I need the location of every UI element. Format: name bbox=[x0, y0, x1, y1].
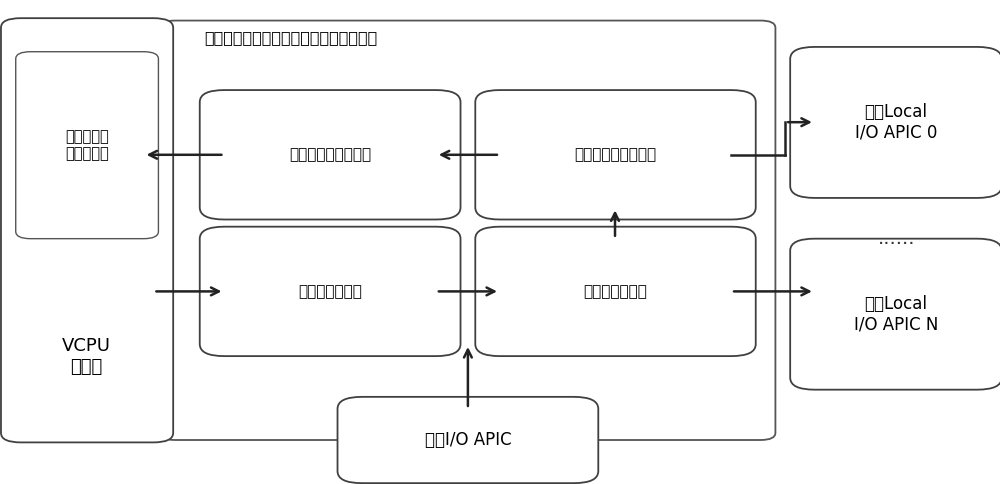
FancyBboxPatch shape bbox=[16, 52, 158, 239]
FancyBboxPatch shape bbox=[200, 90, 461, 220]
Text: ......: ...... bbox=[878, 229, 915, 248]
Text: 调度信息维护器: 调度信息维护器 bbox=[298, 284, 362, 299]
Text: 时间片自适应调整器: 时间片自适应调整器 bbox=[289, 147, 371, 162]
Text: VCPU
调度器: VCPU 调度器 bbox=[62, 337, 111, 376]
Text: 虚拟Local
I/O APIC N: 虚拟Local I/O APIC N bbox=[854, 295, 938, 333]
FancyBboxPatch shape bbox=[790, 47, 1000, 198]
FancyBboxPatch shape bbox=[790, 239, 1000, 390]
Text: 基于中断自主决策的增量时间片调整架构: 基于中断自主决策的增量时间片调整架构 bbox=[205, 30, 378, 45]
Text: 中断自主决策器: 中断自主决策器 bbox=[584, 284, 647, 299]
FancyBboxPatch shape bbox=[160, 20, 775, 440]
FancyBboxPatch shape bbox=[475, 90, 756, 220]
Text: 虚拟I/O APIC: 虚拟I/O APIC bbox=[425, 431, 511, 449]
Text: 虚拟Local
I/O APIC 0: 虚拟Local I/O APIC 0 bbox=[855, 103, 937, 142]
Text: 增量时间片
调整执行器: 增量时间片 调整执行器 bbox=[65, 129, 109, 161]
FancyBboxPatch shape bbox=[338, 397, 598, 483]
FancyBboxPatch shape bbox=[475, 227, 756, 356]
FancyBboxPatch shape bbox=[1, 18, 173, 442]
FancyBboxPatch shape bbox=[200, 227, 461, 356]
Text: 中断决策信息维护器: 中断决策信息维护器 bbox=[574, 147, 657, 162]
